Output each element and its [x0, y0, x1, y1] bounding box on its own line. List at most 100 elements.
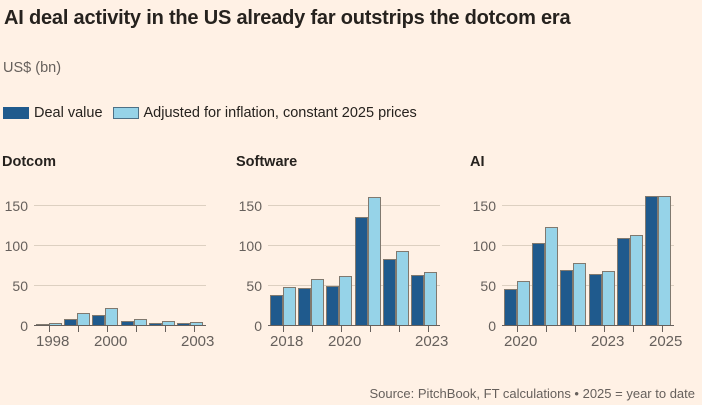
x-tick-cell — [65, 326, 92, 351]
legend-item-adjusted: Adjusted for inflation, constant 2025 pr… — [112, 105, 417, 121]
gridline — [502, 245, 674, 246]
y-tick-label: 50 — [480, 278, 496, 294]
y-tick-label: 150 — [472, 198, 496, 214]
x-tick-mark — [633, 326, 634, 332]
bar-group-1998 — [36, 323, 63, 325]
bar-deal-value — [532, 242, 546, 325]
x-tick-cell: 2003 — [181, 326, 214, 351]
gridline — [268, 205, 440, 206]
x-tick-mark — [370, 326, 371, 332]
x-axis: 2018 2020 2023 — [268, 326, 448, 351]
chart-title: AI deal activity in the US already far o… — [4, 7, 571, 29]
plot-area: 0 50 100 150 — [468, 190, 702, 334]
x-tick-cell: 1998 — [36, 326, 69, 351]
panel-title: Dotcom — [2, 154, 56, 170]
adjusted-swatch — [112, 107, 139, 119]
x-tick-cell — [152, 326, 179, 351]
x-tick-cell — [299, 326, 326, 351]
x-tick-cell: 2020 — [328, 326, 361, 351]
bar-adjusted — [189, 321, 203, 325]
bar-adjusted — [517, 281, 530, 325]
x-tick-label: 2003 — [181, 333, 215, 350]
panel-title: Software — [236, 154, 298, 170]
x-tick-mark — [165, 326, 166, 332]
chart-panel-dotcom: Dotcom 0 50 100 150 1998 2000 2003 — [0, 154, 234, 351]
bar-group-2002 — [148, 321, 176, 325]
chart-panel-software: Software 0 50 100 150 2018 2020 2023 — [234, 154, 468, 351]
x-tick-cell — [562, 326, 589, 351]
bar-adjusted — [161, 321, 175, 325]
bar-adjusted — [283, 287, 296, 325]
y-axis: 0 50 100 150 — [234, 190, 268, 334]
bar-deal-value — [36, 324, 49, 325]
bar-adjusted — [49, 323, 62, 325]
x-tick-cell: 2023 — [415, 326, 448, 351]
y-tick-label: 150 — [238, 198, 262, 214]
bar-group-2023 — [588, 270, 616, 325]
bar-group-2003 — [176, 321, 204, 325]
bar-deal-value — [270, 295, 283, 325]
bar-adjusted — [311, 278, 325, 325]
bar-deal-value — [120, 321, 134, 325]
x-tick-mark — [312, 326, 313, 332]
y-tick-label: 100 — [4, 238, 28, 254]
gridline — [34, 205, 206, 206]
bar-group-2019 — [298, 278, 325, 325]
x-tick-mark — [107, 326, 108, 332]
x-tick-mark — [194, 326, 195, 332]
bar-groups — [34, 190, 206, 325]
gridline — [34, 245, 206, 246]
bar-deal-value — [410, 274, 424, 325]
bar-group-2021 — [354, 197, 382, 325]
y-axis: 0 50 100 150 — [468, 190, 502, 334]
y-tick-label: 150 — [4, 198, 28, 214]
y-tick-label: 100 — [472, 238, 496, 254]
bar-deal-value — [176, 323, 190, 325]
bar-adjusted — [77, 313, 91, 325]
x-axis-line — [502, 325, 674, 326]
bar-deal-value — [616, 237, 630, 325]
x-tick-mark — [428, 326, 429, 332]
x-tick-cell: 2018 — [270, 326, 303, 351]
gridline — [502, 285, 674, 286]
legend-label: Deal value — [34, 105, 103, 121]
x-tick-label: 1998 — [36, 333, 70, 350]
bar-group-2021 — [532, 226, 559, 325]
y-tick-label: 50 — [246, 278, 262, 294]
bar-group-2025 — [644, 196, 672, 325]
bar-group-2022 — [382, 251, 410, 325]
bar-deal-value — [644, 196, 658, 325]
bar-adjusted — [601, 270, 615, 325]
x-axis: 2020 2023 2025 — [502, 326, 682, 351]
x-tick-mark — [575, 326, 576, 332]
plot-area: 0 50 100 150 — [0, 190, 234, 334]
bar-group-2024 — [616, 235, 644, 325]
x-tick-mark — [78, 326, 79, 332]
bar-group-2022 — [560, 263, 587, 325]
y-tick-label: 100 — [238, 238, 262, 254]
x-tick-cell — [357, 326, 384, 351]
y-tick-label: 0 — [20, 318, 28, 334]
plot-grid — [502, 190, 674, 326]
bar-adjusted — [423, 272, 437, 325]
x-tick-label: 2023 — [415, 333, 449, 350]
x-tick-cell: 2000 — [94, 326, 127, 351]
bar-deal-value — [588, 273, 602, 325]
x-tick-cell: 2023 — [591, 326, 624, 351]
y-tick-label: 0 — [488, 318, 496, 334]
x-tick-label: 2025 — [649, 333, 683, 350]
x-tick-mark — [546, 326, 547, 332]
bar-deal-value — [354, 217, 368, 325]
gridline — [502, 205, 674, 206]
x-tick-cell: 2020 — [504, 326, 537, 351]
x-tick-mark — [399, 326, 400, 332]
bar-adjusted — [657, 196, 671, 325]
bar-group-2020 — [326, 276, 353, 325]
bar-group-2023 — [410, 272, 438, 325]
bar-group-2000 — [92, 308, 119, 325]
x-tick-cell — [123, 326, 150, 351]
x-tick-label: 2023 — [591, 333, 625, 350]
x-tick-mark — [517, 326, 518, 332]
bar-adjusted — [105, 308, 119, 325]
x-tick-mark — [341, 326, 342, 332]
